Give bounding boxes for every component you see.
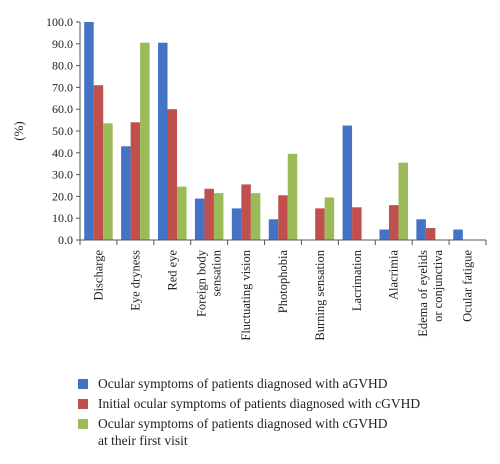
x-tick-label-line: Discharge (91, 250, 105, 301)
bar (158, 42, 168, 241)
y-tick-label: 20.0 (52, 189, 73, 203)
x-tick-label: Discharge (91, 250, 105, 301)
legend-label: Ocular symptoms of patients diagnosed wi… (98, 376, 388, 391)
x-tick-label-line: Red eye (165, 250, 179, 291)
x-tick-label: Lacrimation (350, 249, 364, 311)
y-tick-label: 0.0 (58, 233, 73, 247)
bar (194, 198, 205, 240)
bar (287, 153, 298, 240)
bar (379, 229, 389, 240)
legend-swatch (78, 379, 88, 389)
bar (121, 146, 131, 240)
x-tick-label-line: Foreign body (195, 249, 209, 317)
bar (416, 219, 426, 240)
bar (352, 207, 362, 240)
x-tick-label: Edema of eyelidsor conjunctiva (416, 250, 445, 337)
bar (388, 205, 399, 240)
bar (130, 122, 141, 240)
y-tick-label: 70.0 (52, 80, 73, 94)
y-axis: 0.0 10.0 20.0 30.0 40.0 50.0 60.0 70.0 80.0 90.0 1… (46, 15, 81, 247)
x-tick-label-line: Burning sensation (313, 249, 327, 340)
x-tick-label: Ocular fatigue (461, 250, 475, 322)
legend-swatch (78, 419, 88, 429)
bar (213, 193, 224, 240)
legend-item: Initial ocular symptoms of patients diag… (78, 395, 498, 412)
y-tick-label: 50.0 (52, 124, 73, 138)
x-axis: Discharge Eye dryness Red eye Foreign bodys… (79, 239, 487, 341)
x-tick-label-line: Ocular fatigue (461, 250, 475, 322)
bar (278, 195, 288, 240)
y-tick-label: 80.0 (52, 59, 73, 73)
y-tick-label: 100.0 (46, 15, 73, 29)
legend-swatch (78, 399, 88, 409)
y-tick-label: 60.0 (52, 102, 73, 116)
x-tick-label: Eye dryness (128, 250, 142, 311)
bars (84, 22, 463, 241)
bar (453, 229, 463, 240)
x-tick-label: Alacrimia (387, 250, 401, 300)
legend: Ocular symptoms of patients diagnosed wi… (78, 375, 498, 452)
bar (84, 22, 94, 240)
x-tick-label: Foreign bodysensation (195, 249, 224, 317)
legend-item: Ocular symptoms of patients diagnosed wi… (78, 415, 498, 449)
legend-label: Ocular symptoms of patients diagnosed wi… (98, 416, 388, 448)
bar (315, 208, 325, 240)
bar (324, 197, 335, 240)
y-tick-label: 10.0 (52, 211, 73, 225)
y-tick-label: 40.0 (52, 146, 73, 160)
bar-chart: 0.0 10.0 20.0 30.0 40.0 50.0 60.0 70.0 80.0 90.0 1… (11, 15, 487, 341)
bar (231, 208, 242, 240)
x-tick-label-line: Alacrimia (387, 250, 401, 300)
x-tick-label-line: Eye dryness (128, 250, 142, 311)
x-tick-label-line: Lacrimation (350, 249, 364, 311)
bar (177, 186, 187, 240)
y-axis-label: (%) (11, 121, 26, 141)
x-tick-label-line: sensation (210, 249, 224, 296)
x-tick-label: Photophobia (276, 250, 290, 314)
x-tick-label-line: Photophobia (276, 250, 290, 314)
bar (103, 123, 113, 240)
y-tick-label: 90.0 (52, 37, 73, 51)
bar (268, 219, 279, 240)
bar (342, 125, 353, 240)
bar (93, 85, 104, 240)
bar (425, 228, 436, 240)
legend-item: Ocular symptoms of patients diagnosed wi… (78, 375, 498, 392)
y-tick-label: 30.0 (52, 168, 73, 182)
x-tick-label: Fluctuating vision (239, 249, 253, 340)
legend-label: Initial ocular symptoms of patients diag… (98, 396, 421, 411)
bar (398, 162, 408, 240)
bar (140, 42, 150, 241)
bar (241, 184, 251, 240)
x-tick-label-line: Edema of eyelids (416, 250, 430, 337)
bar (167, 109, 178, 240)
bar (250, 193, 261, 240)
x-tick-label: Red eye (165, 250, 179, 291)
bar (204, 188, 214, 240)
x-tick-label-line: or conjunctiva (431, 250, 445, 322)
x-tick-label: Burning sensation (313, 249, 327, 340)
x-tick-label-line: Fluctuating vision (239, 249, 253, 340)
